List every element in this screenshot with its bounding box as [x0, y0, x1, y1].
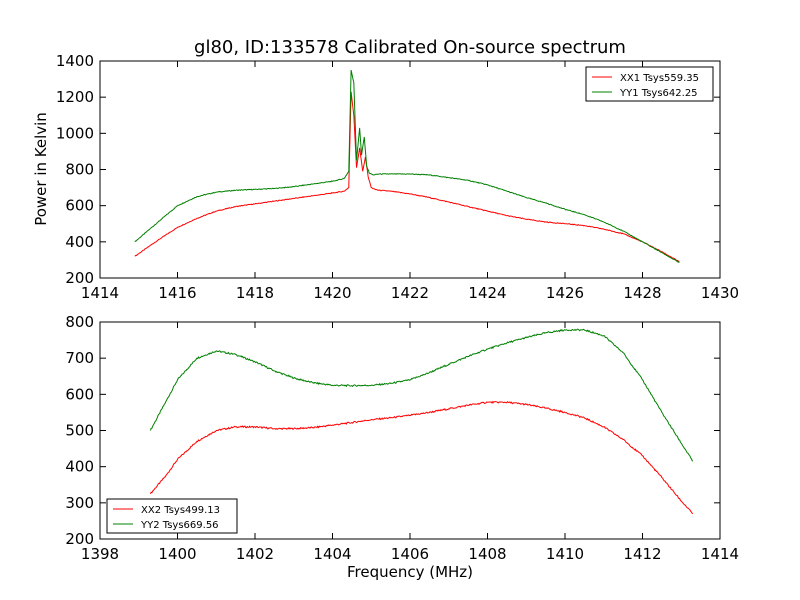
- x-tick-label: 1418: [236, 284, 274, 302]
- x-tick-label: 1400: [158, 545, 196, 563]
- y-tick-label: 600: [65, 197, 94, 215]
- x-tick-label: 1416: [158, 284, 196, 302]
- x-tick-label: 1420: [313, 284, 351, 302]
- y-tick-label: 500: [65, 422, 94, 440]
- y-tick-label: 200: [65, 269, 94, 287]
- x-tick-label: 1408: [468, 545, 506, 563]
- y-tick-label: 400: [65, 458, 94, 476]
- series-line: [134, 91, 680, 263]
- x-tick-label: 1412: [623, 545, 661, 563]
- legend-label: XX2 Tsys499.13: [141, 505, 220, 516]
- y-tick-label: 200: [65, 530, 94, 548]
- y-tick-label: 800: [65, 313, 94, 331]
- legend-box: [106, 498, 238, 534]
- x-tick-label: 1424: [468, 284, 506, 302]
- x-tick-label: 1426: [546, 284, 584, 302]
- legend-label: XX1 Tsys559.35: [620, 73, 699, 84]
- legend-label: YY2 Tsys669.56: [140, 520, 219, 531]
- y-tick-label: 1200: [56, 88, 94, 106]
- top-panel: 1414 1416 1418 1420 1422 1424 1426 1428 1430 200 4…: [56, 52, 739, 302]
- legend: XX2 Tsys499.13 YY2 Tsys669.56: [106, 498, 238, 534]
- series-line: [149, 400, 694, 515]
- figure-title: gl80, ID:133578 Calibrated On-source spe…: [194, 37, 626, 58]
- legend-label: YY1 Tsys642.25: [619, 88, 698, 99]
- x-tick-label: 1414: [81, 284, 119, 302]
- y-tick-label: 600: [65, 385, 94, 403]
- x-tick-label: 1398: [81, 545, 119, 563]
- bottom-panel: 1398 1400 1402 1404 1406 1408 1410 1412 1414 200 3…: [65, 313, 739, 563]
- x-tick-label: 1404: [313, 545, 351, 563]
- x-tick-label: 1430: [701, 284, 739, 302]
- legend-box: [585, 66, 714, 102]
- y-tick-label: 400: [65, 233, 94, 251]
- x-tick-label: 1422: [391, 284, 429, 302]
- x-tick-label: 1406: [391, 545, 429, 563]
- x-tick-label: 1414: [701, 545, 739, 563]
- legend: XX1 Tsys559.35 YY1 Tsys642.25: [585, 66, 714, 102]
- y-axis-label: Power in Kelvin: [32, 112, 50, 226]
- y-tick-label: 300: [65, 494, 94, 512]
- series-line: [134, 69, 680, 263]
- x-tick-label: 1402: [236, 545, 274, 563]
- y-tick-label: 800: [65, 161, 94, 179]
- y-tick-label: 700: [65, 349, 94, 367]
- y-tick-label: 1000: [56, 124, 94, 142]
- x-axis-label: Frequency (MHz): [347, 563, 473, 581]
- y-tick-label: 1400: [56, 52, 94, 70]
- series-line: [149, 328, 694, 462]
- x-tick-label: 1428: [623, 284, 661, 302]
- x-tick-label: 1410: [546, 545, 584, 563]
